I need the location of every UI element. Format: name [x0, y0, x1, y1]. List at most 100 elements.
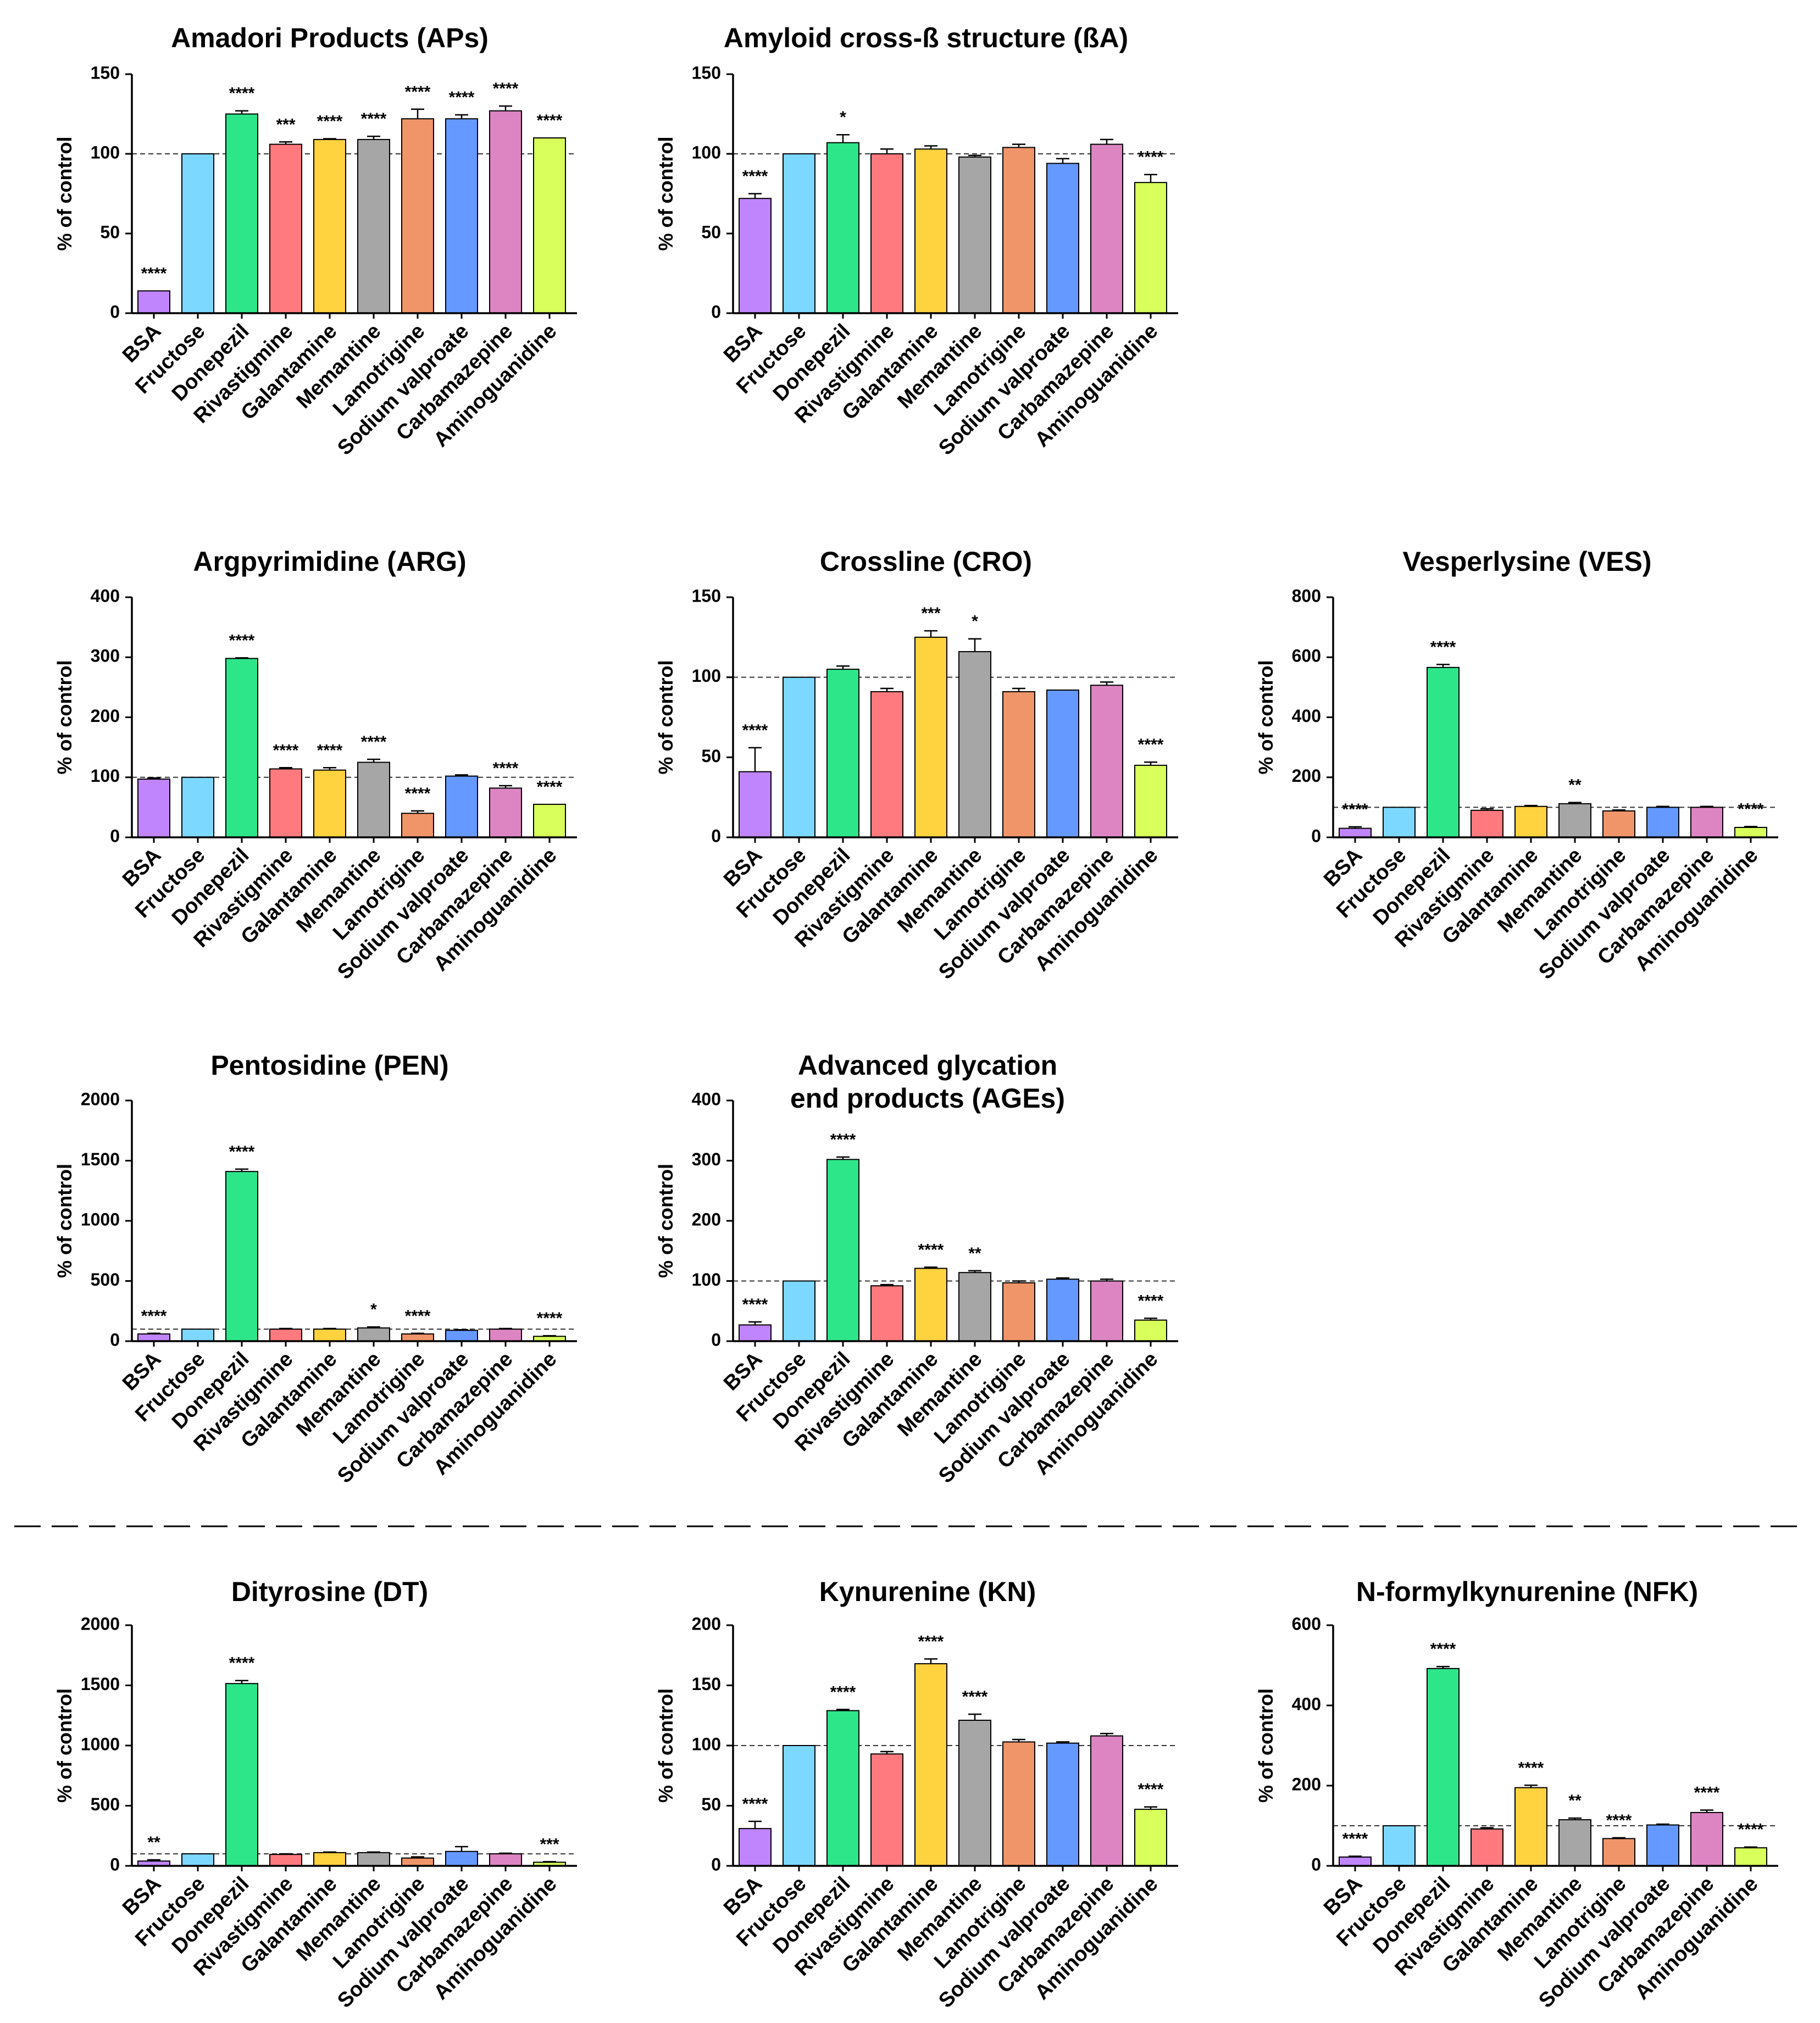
- y-tick-label: 2000: [81, 1614, 120, 1633]
- y-tick-label: 0: [711, 826, 721, 846]
- significance-label: ***: [540, 1835, 559, 1853]
- bar: [1734, 1847, 1767, 1866]
- bar: [401, 1333, 434, 1342]
- significance-label: ****: [229, 85, 255, 103]
- bar: [1090, 143, 1123, 314]
- y-tick-label: 0: [711, 1854, 721, 1874]
- bar: [181, 776, 214, 838]
- bar: [826, 1159, 859, 1342]
- bar: [1090, 685, 1123, 838]
- significance-label: ****: [742, 168, 768, 186]
- bar: [870, 1753, 903, 1867]
- significance-label: ****: [1342, 1830, 1368, 1848]
- significance-label: ****: [361, 733, 387, 751]
- bar: [1427, 666, 1460, 838]
- bar: [1134, 1319, 1167, 1342]
- bar: [1339, 827, 1372, 838]
- bar: [401, 1857, 434, 1866]
- significance-label: ****: [1518, 1759, 1544, 1777]
- y-axis-label: % of control: [654, 660, 677, 775]
- y-tick-label: 100: [692, 142, 721, 162]
- significance-label: ****: [1138, 736, 1164, 754]
- bar: [181, 153, 214, 314]
- significance-label: *: [840, 108, 846, 126]
- bar: [1046, 1742, 1079, 1867]
- significance-label: ****: [361, 110, 387, 128]
- y-tick-label: 150: [692, 63, 721, 82]
- y-tick-label: 200: [91, 706, 120, 726]
- chart-panel: Vesperlysine (VES)% of control****BSAFru…: [1255, 546, 1778, 984]
- y-tick-label: 300: [692, 1149, 721, 1169]
- bar: [1134, 1809, 1167, 1867]
- bar: [1046, 163, 1079, 314]
- bar: [914, 636, 947, 838]
- bar: [958, 1272, 991, 1342]
- bar: [958, 156, 991, 314]
- significance-label: ****: [317, 741, 343, 759]
- significance-label: ****: [405, 1307, 431, 1325]
- bar: [826, 1710, 859, 1866]
- bar: [489, 787, 522, 838]
- y-tick-label: 1000: [81, 1209, 120, 1229]
- y-tick-label: 200: [692, 1614, 721, 1633]
- chart-title: Argpyrimidine (ARG): [193, 546, 466, 577]
- significance-label: ****: [405, 785, 431, 803]
- y-tick-label: 1500: [81, 1149, 120, 1169]
- bar: [1383, 807, 1416, 838]
- bar: [870, 691, 903, 838]
- significance-label: ****: [1694, 1784, 1720, 1802]
- significance-label: ****: [1738, 1821, 1764, 1839]
- bar: [401, 118, 434, 314]
- bar: [1090, 1735, 1123, 1866]
- chart-panel: Pentosidine (PEN)% of control****BSAFruc…: [53, 1050, 577, 1488]
- y-tick-label: 200: [692, 1209, 721, 1229]
- significance-label: ****: [742, 1296, 768, 1314]
- bar: [958, 1720, 991, 1866]
- bar: [445, 1850, 478, 1866]
- bar: [1602, 1838, 1635, 1867]
- significance-label: **: [968, 1244, 981, 1263]
- bar: [313, 1329, 346, 1342]
- bar: [1514, 1787, 1547, 1866]
- y-tick-label: 0: [711, 1330, 721, 1349]
- chart-panel: Crossline (CRO)% of control ****BSAFructo…: [654, 546, 1178, 984]
- bar: [313, 1852, 346, 1866]
- y-tick-label: 400: [91, 586, 120, 605]
- y-tick-label: 0: [110, 302, 120, 321]
- chart-title: Dityrosine (DT): [231, 1576, 428, 1607]
- significance-label: ****: [449, 88, 475, 107]
- significance-label: ****: [229, 631, 255, 649]
- y-tick-label: 0: [110, 1854, 120, 1874]
- significance-label: ****: [405, 83, 431, 101]
- significance-label: ****: [1430, 638, 1456, 656]
- bar: [1427, 1668, 1460, 1867]
- bar: [1602, 810, 1635, 838]
- significance-label: **: [1568, 776, 1582, 794]
- bar: [269, 143, 302, 314]
- bar: [783, 676, 815, 838]
- bar: [357, 762, 390, 838]
- y-tick-label: 1000: [81, 1734, 120, 1754]
- y-tick-label: 500: [91, 1270, 120, 1290]
- significance-label: ****: [273, 741, 299, 759]
- y-axis-label: % of control: [1255, 1688, 1277, 1803]
- bar: [1471, 809, 1503, 838]
- bar: [1383, 1825, 1416, 1866]
- bar: [445, 775, 478, 838]
- chart-panel: N-formylkynurenine (NFK)% of control****…: [1255, 1576, 1778, 2013]
- bar: [914, 1268, 947, 1342]
- bar: [783, 1280, 815, 1342]
- significance-label: ****: [1138, 1781, 1164, 1799]
- y-tick-label: 0: [711, 302, 721, 321]
- chart-title: Pentosidine (PEN): [210, 1050, 448, 1081]
- bar: [1558, 803, 1591, 838]
- y-tick-label: 100: [692, 1270, 721, 1290]
- chart-title: Crossline (CRO): [820, 546, 1032, 577]
- bar: [1734, 826, 1767, 838]
- y-tick-label: 600: [1292, 1614, 1321, 1633]
- bar: [357, 1327, 390, 1342]
- y-tick-label: 1500: [81, 1674, 120, 1694]
- y-axis-label: % of control: [53, 1688, 76, 1803]
